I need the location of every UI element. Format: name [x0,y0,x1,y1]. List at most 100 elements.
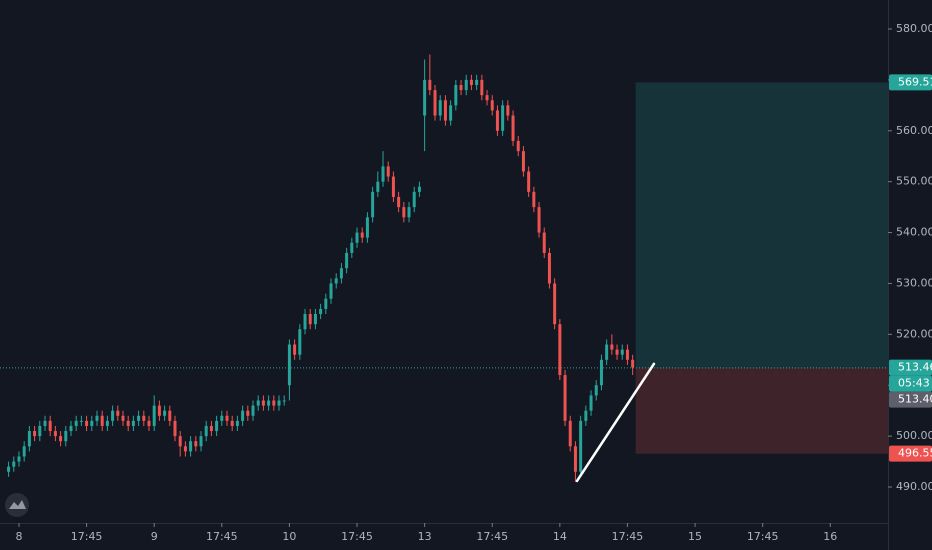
x-tick-label: 13 [418,530,432,543]
x-tick-label: 17:45 [747,530,779,543]
candle-body [293,344,297,355]
trendline [575,362,656,483]
candle-body [402,207,406,218]
candle-body [542,232,546,253]
candle-body [376,181,380,192]
x-tick-label: 8 [15,530,22,543]
candle-body [339,268,343,279]
candle-body [537,207,541,233]
candle-body [532,191,536,208]
y-tick-label: 530.00 [896,276,932,289]
candle-body [371,191,375,218]
candle-body [173,420,177,437]
candle-body [85,420,89,426]
candle-body [95,415,99,421]
x-tick-label: 17:45 [206,530,238,543]
countdown-tag-bg [889,375,932,392]
candle-body [241,410,245,421]
candle-body [360,232,364,238]
candle-body [397,196,401,208]
candle-body [59,436,63,442]
candle-body [64,431,68,442]
candle-body [111,410,115,421]
target-price-tag-bg [889,74,932,91]
candle-body [605,344,609,360]
candle-body [267,400,271,406]
candle-body [454,84,458,106]
candle-body [33,431,37,437]
candle-body [48,420,52,432]
y-tick-label: 490.00 [896,480,932,493]
candle-body [615,349,619,355]
candle-body [209,425,213,432]
candle-body [480,79,484,96]
candle-body [568,420,572,447]
y-tick-label: 560.00 [896,124,932,137]
entry-price-tag: 513.46 [898,361,932,374]
x-tick-label: 17:45 [476,530,508,543]
candle-body [199,436,203,447]
candle-body [152,405,156,426]
candle-body [334,278,338,284]
candle-body [449,105,453,121]
candle-body [558,324,562,376]
candle-body [178,436,182,447]
candle-body [126,420,130,426]
candle-body [183,446,187,452]
candle-body [584,410,588,421]
candle-body [506,105,510,116]
candle-body [365,217,369,238]
x-tick-label: 15 [688,530,702,543]
candle-body [579,420,583,472]
candle-body [308,313,312,325]
y-tick-label: 540.00 [896,226,932,239]
x-tick-label: 17:45 [612,530,644,543]
candle-body [355,232,359,243]
candle-body [625,349,629,360]
candle-body [594,385,598,396]
candle-body [521,151,525,172]
candle-body [386,166,390,177]
candle-body [90,420,94,426]
y-tick-label: 580.00 [896,22,932,35]
candle-body [137,415,141,421]
candle-body [547,252,551,284]
candle-body [490,100,494,111]
candle-body [53,431,57,437]
candle-body [620,349,624,355]
logo [5,493,29,517]
candle-body [12,461,16,467]
candle-body [324,298,328,309]
candle-body [501,105,505,131]
candle-body [475,79,479,85]
candle-body [345,252,349,269]
candle-body [74,420,78,426]
candle-body [121,415,125,421]
candle-body [105,420,109,426]
candle-body [563,375,567,421]
candle-body [272,400,276,406]
candle-body [485,95,489,101]
candle-body [38,425,42,437]
candle-body [17,456,21,462]
loss-zone [635,367,888,454]
candle-body [610,344,614,350]
candle-body [329,283,333,299]
candle-body [27,431,31,447]
candle-body [69,425,73,432]
candle-body [251,405,255,416]
candle-body [287,344,291,386]
x-tick-label: 14 [553,530,567,543]
stop-price-tag: 496.55 [898,447,932,460]
profit-zone [635,82,888,368]
x-tick-label: 16 [823,530,837,543]
candle-body [157,405,161,416]
candle-body [631,359,635,368]
candle-body [443,100,447,121]
candle-body [350,242,354,253]
candle-body [246,410,250,416]
candle-body [495,110,499,131]
candle-body [168,410,172,421]
candle-body [204,425,208,437]
